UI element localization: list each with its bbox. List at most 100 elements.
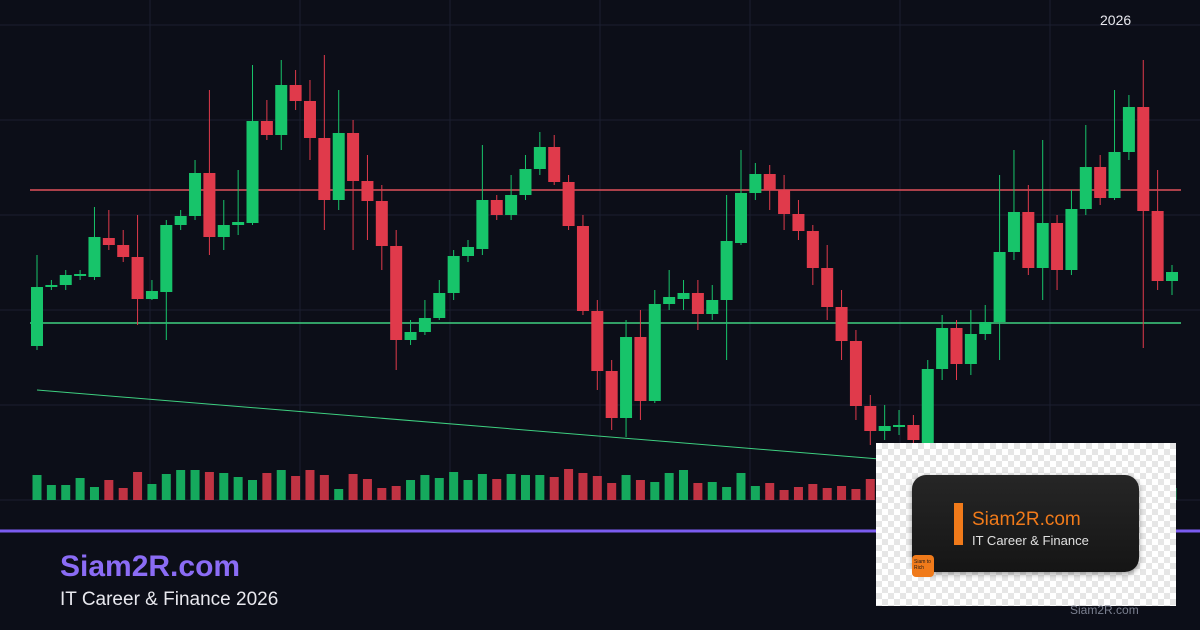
volume-bar bbox=[492, 479, 502, 500]
candle-body bbox=[74, 274, 87, 276]
candle-body bbox=[893, 425, 906, 427]
candle-body bbox=[849, 341, 862, 406]
volume-bar bbox=[291, 476, 301, 500]
candle-body bbox=[189, 173, 202, 216]
candle-body bbox=[347, 133, 360, 181]
volume-bar bbox=[449, 472, 459, 500]
candle-body bbox=[275, 85, 288, 135]
logo-panel: Siam2R.com IT Career & Finance Siam to R… bbox=[912, 475, 1139, 577]
candle-body bbox=[591, 311, 604, 371]
candle-body bbox=[59, 275, 72, 285]
candle-body bbox=[462, 247, 475, 256]
volume-bar bbox=[147, 484, 157, 500]
volume-bar bbox=[219, 473, 229, 500]
candle-body bbox=[677, 293, 690, 299]
candle-body bbox=[763, 174, 776, 190]
volume-bar bbox=[851, 489, 861, 500]
volume-bar bbox=[32, 475, 42, 500]
candle-body bbox=[663, 297, 676, 304]
candle-body bbox=[375, 201, 388, 246]
candle-body bbox=[332, 133, 345, 200]
candle-body bbox=[318, 138, 331, 200]
volume-bar bbox=[104, 480, 114, 500]
volume-bar bbox=[319, 475, 329, 500]
volume-bar bbox=[463, 480, 473, 500]
candle-body bbox=[1094, 167, 1107, 198]
volume-bar bbox=[391, 486, 401, 500]
candle-body bbox=[490, 200, 503, 215]
candle-body bbox=[45, 285, 58, 287]
candle-body bbox=[533, 147, 546, 169]
candle-body bbox=[979, 322, 992, 334]
candle-body bbox=[706, 300, 719, 314]
candle-body bbox=[390, 246, 403, 340]
candle-body bbox=[1065, 209, 1078, 270]
volume-bar bbox=[262, 473, 272, 500]
candle-body bbox=[691, 293, 704, 314]
volume-bar bbox=[722, 487, 732, 500]
volume-bar bbox=[233, 477, 243, 500]
volume-bar bbox=[549, 477, 559, 500]
candle-body bbox=[821, 268, 834, 307]
volume-bar bbox=[621, 475, 631, 500]
volume-bar bbox=[664, 473, 674, 500]
candle-body bbox=[260, 121, 273, 135]
volume-bar bbox=[377, 488, 387, 500]
volume-bar bbox=[334, 489, 344, 500]
candle-body bbox=[605, 371, 618, 418]
volume-bar bbox=[679, 470, 689, 500]
candle-body bbox=[145, 291, 158, 299]
volume-bar bbox=[707, 482, 717, 500]
candle-body bbox=[361, 181, 374, 201]
volume-bar bbox=[118, 488, 128, 500]
candle-body bbox=[921, 369, 934, 443]
logo-icon: Siam to Rich bbox=[912, 555, 934, 577]
candle-body bbox=[1036, 223, 1049, 268]
volume-bar bbox=[564, 469, 574, 500]
candle-body bbox=[907, 425, 920, 440]
candle-body bbox=[1122, 107, 1135, 152]
volume-bar bbox=[406, 480, 416, 500]
volume-bar bbox=[736, 473, 746, 500]
logo-card: Siam2R.com IT Career & Finance Siam to R… bbox=[876, 443, 1176, 606]
volume-bar bbox=[765, 483, 775, 500]
volume-bar bbox=[750, 486, 760, 500]
candle-body bbox=[303, 101, 316, 138]
volume-bar bbox=[635, 480, 645, 500]
candle-body bbox=[1166, 272, 1178, 281]
volume-bar bbox=[75, 478, 85, 500]
candle-body bbox=[806, 231, 819, 268]
candle-body bbox=[418, 318, 431, 332]
candle-body bbox=[519, 169, 532, 195]
volume-bar bbox=[607, 483, 617, 500]
volume-bar bbox=[693, 483, 703, 500]
volume-bar bbox=[161, 474, 171, 500]
candle-body bbox=[232, 222, 245, 225]
volume-bar bbox=[46, 485, 56, 500]
candle-body bbox=[217, 225, 230, 237]
volume-bar bbox=[865, 479, 875, 500]
volume-bar bbox=[520, 475, 530, 500]
candle-body bbox=[634, 337, 647, 401]
candle-body bbox=[1137, 107, 1150, 211]
volume-bar bbox=[808, 484, 818, 500]
volume-bar bbox=[434, 478, 444, 500]
candle-body bbox=[548, 147, 561, 182]
candle-body bbox=[720, 241, 733, 300]
candle-body bbox=[936, 328, 949, 369]
volume-bar bbox=[822, 488, 832, 500]
candle-body bbox=[1022, 212, 1035, 268]
volume-bar bbox=[133, 472, 143, 500]
volume-bar bbox=[592, 476, 602, 500]
candle-body bbox=[174, 216, 187, 225]
candle-body bbox=[576, 226, 589, 311]
candle-body bbox=[102, 238, 115, 245]
candle-body bbox=[433, 293, 446, 318]
candle-body bbox=[404, 332, 417, 340]
candle-body bbox=[792, 214, 805, 231]
volume-bar bbox=[477, 474, 487, 500]
candle-body bbox=[878, 426, 891, 431]
candle-body bbox=[476, 200, 489, 249]
candle-body bbox=[950, 328, 963, 364]
